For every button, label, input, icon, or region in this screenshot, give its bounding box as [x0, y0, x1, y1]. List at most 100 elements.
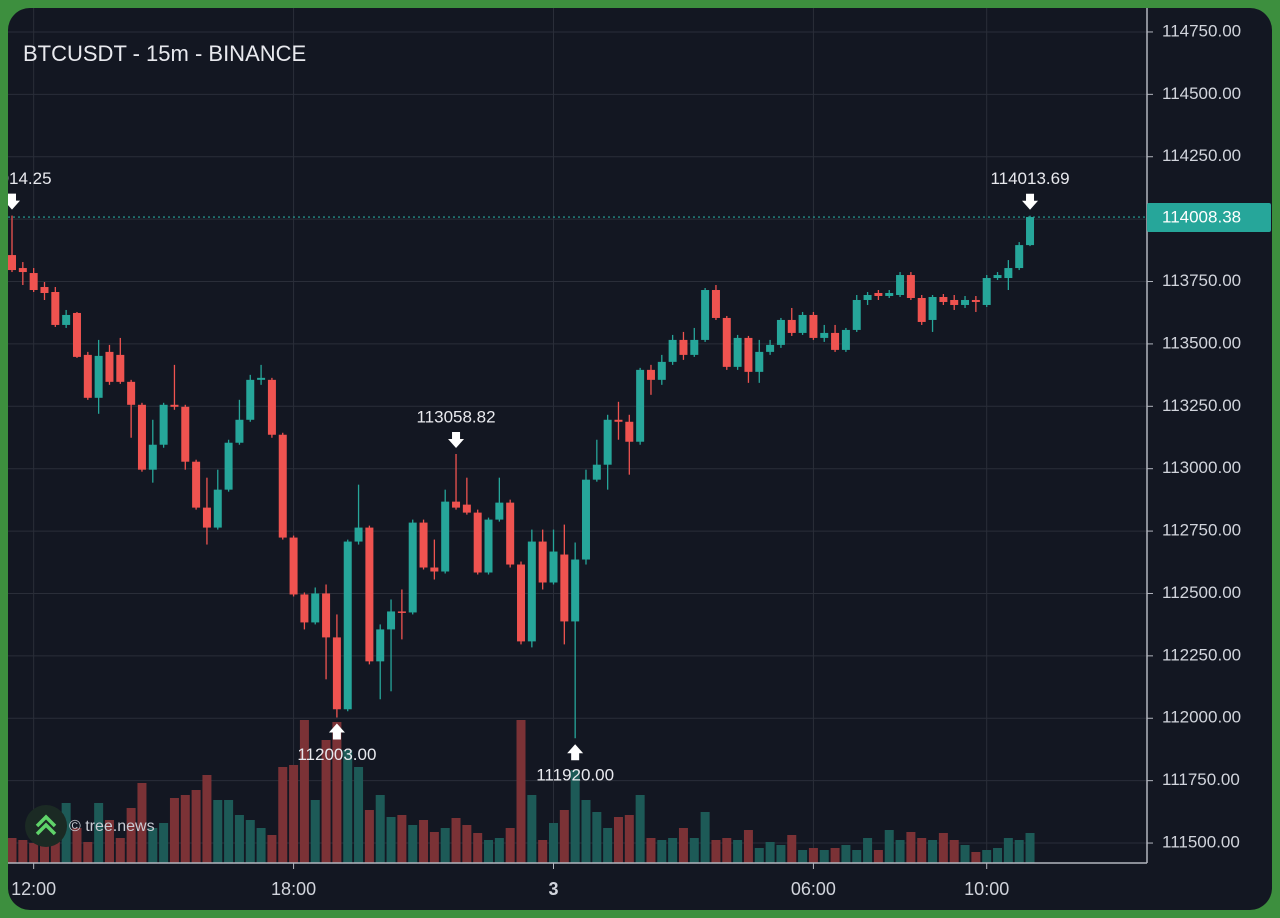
- candle-body: [278, 434, 287, 538]
- candle-body: [170, 404, 179, 407]
- candle-body: [72, 312, 81, 357]
- volume-bar: [971, 852, 981, 863]
- volume-bar: [505, 828, 515, 863]
- volume-bar: [1003, 838, 1013, 863]
- volume-bar: [148, 828, 158, 863]
- volume-bar: [494, 838, 504, 863]
- candle-body: [322, 593, 331, 638]
- volume-bar: [321, 740, 331, 863]
- candle-body: [939, 296, 948, 302]
- last-price-box: [1147, 203, 1271, 233]
- watermark: © tree.news: [25, 805, 155, 847]
- volume-bar: [711, 840, 721, 863]
- candle-body: [809, 314, 818, 338]
- candle-body: [755, 351, 764, 372]
- volume-bar: [678, 828, 688, 863]
- candle-body: [896, 275, 905, 295]
- x-tick-label: 12:00: [11, 879, 56, 899]
- candle-body: [776, 319, 785, 345]
- candle-body: [354, 527, 363, 542]
- candle-body: [820, 332, 829, 338]
- candle-body: [636, 369, 645, 442]
- y-tick-label: 113500.00: [1162, 333, 1241, 352]
- volume-bar: [332, 722, 342, 863]
- candle-body: [29, 273, 38, 291]
- candle-body: [235, 419, 244, 443]
- volume-bar: [245, 820, 255, 863]
- candle-body: [148, 444, 157, 470]
- y-tick-label: 113000.00: [1162, 458, 1241, 477]
- panel: [8, 8, 1272, 910]
- volume-bar: [830, 848, 840, 863]
- candle-body: [885, 293, 894, 296]
- marker-label: 113058.82: [416, 407, 495, 426]
- volume-bar: [538, 840, 548, 863]
- candle-body: [289, 537, 298, 595]
- candle-body: [744, 337, 753, 372]
- volume-bar: [776, 845, 786, 863]
- marker-label: 111920.00: [536, 766, 614, 785]
- volume-bar: [657, 840, 667, 863]
- candle-body: [83, 354, 92, 398]
- watermark-chevrons: [35, 814, 57, 836]
- candle-body: [831, 332, 840, 350]
- candle-body: [722, 317, 731, 367]
- volume-bar: [841, 845, 851, 863]
- candle-body: [690, 339, 699, 355]
- chart-title: BTCUSDT - 15m - BINANCE: [23, 41, 306, 66]
- volume-bar: [191, 790, 201, 863]
- candle-body: [473, 512, 482, 573]
- volume-bar: [429, 832, 439, 863]
- candle-body: [484, 519, 493, 573]
- volume-bar: [722, 838, 732, 863]
- candle-body: [1004, 268, 1013, 279]
- volume-bar: [137, 783, 147, 863]
- y-tick-label: 113750.00: [1162, 271, 1241, 290]
- candle-body: [311, 593, 320, 623]
- candle-body: [408, 522, 417, 613]
- volume-bar: [484, 840, 494, 863]
- volume-bar: [863, 838, 873, 863]
- volume-bar: [419, 820, 429, 863]
- volume-bar: [949, 840, 959, 863]
- volume-bar: [169, 798, 179, 863]
- y-tick-label: 114750.00: [1162, 21, 1241, 40]
- volume-bar: [592, 812, 602, 863]
- candle-body: [495, 502, 504, 520]
- candle-body: [917, 297, 926, 322]
- candle-body: [1015, 245, 1024, 269]
- volume-bar: [884, 830, 894, 863]
- candle-body: [560, 554, 569, 622]
- y-tick-label: 111750.00: [1162, 770, 1240, 789]
- volume-bar: [852, 850, 862, 863]
- volume-bar: [451, 818, 461, 863]
- volume-bar: [375, 795, 385, 863]
- candle-body: [462, 504, 471, 513]
- candle-body: [668, 339, 677, 362]
- candle-body: [397, 611, 406, 613]
- candle-body: [646, 369, 655, 380]
- volume-bar: [982, 850, 992, 863]
- volume-bar: [603, 828, 613, 863]
- volume-bar: [559, 810, 569, 863]
- volume-bar: [386, 817, 396, 863]
- volume-bar: [624, 815, 634, 863]
- marker-label: 114014.25: [0, 169, 52, 188]
- plot-area: 114014.25 112003.00 113058.82 111920.00 1140…: [0, 169, 1147, 863]
- y-tick-label: 112000.00: [1162, 708, 1241, 727]
- volume-bar: [808, 848, 818, 863]
- candle-body: [452, 501, 461, 508]
- candle-body: [549, 551, 558, 583]
- candle-body: [701, 290, 710, 340]
- volume-bar: [700, 812, 710, 863]
- volume-bar: [765, 842, 775, 863]
- volume-bar: [256, 828, 266, 863]
- volume-bar: [234, 815, 244, 863]
- candle-body: [592, 464, 601, 480]
- volume-bar: [224, 800, 234, 863]
- candle-body: [982, 278, 991, 305]
- candle-body: [105, 351, 114, 382]
- volume-bar: [798, 850, 808, 863]
- candle-body: [928, 296, 937, 320]
- last-price-label: 114008.38: [1162, 208, 1241, 227]
